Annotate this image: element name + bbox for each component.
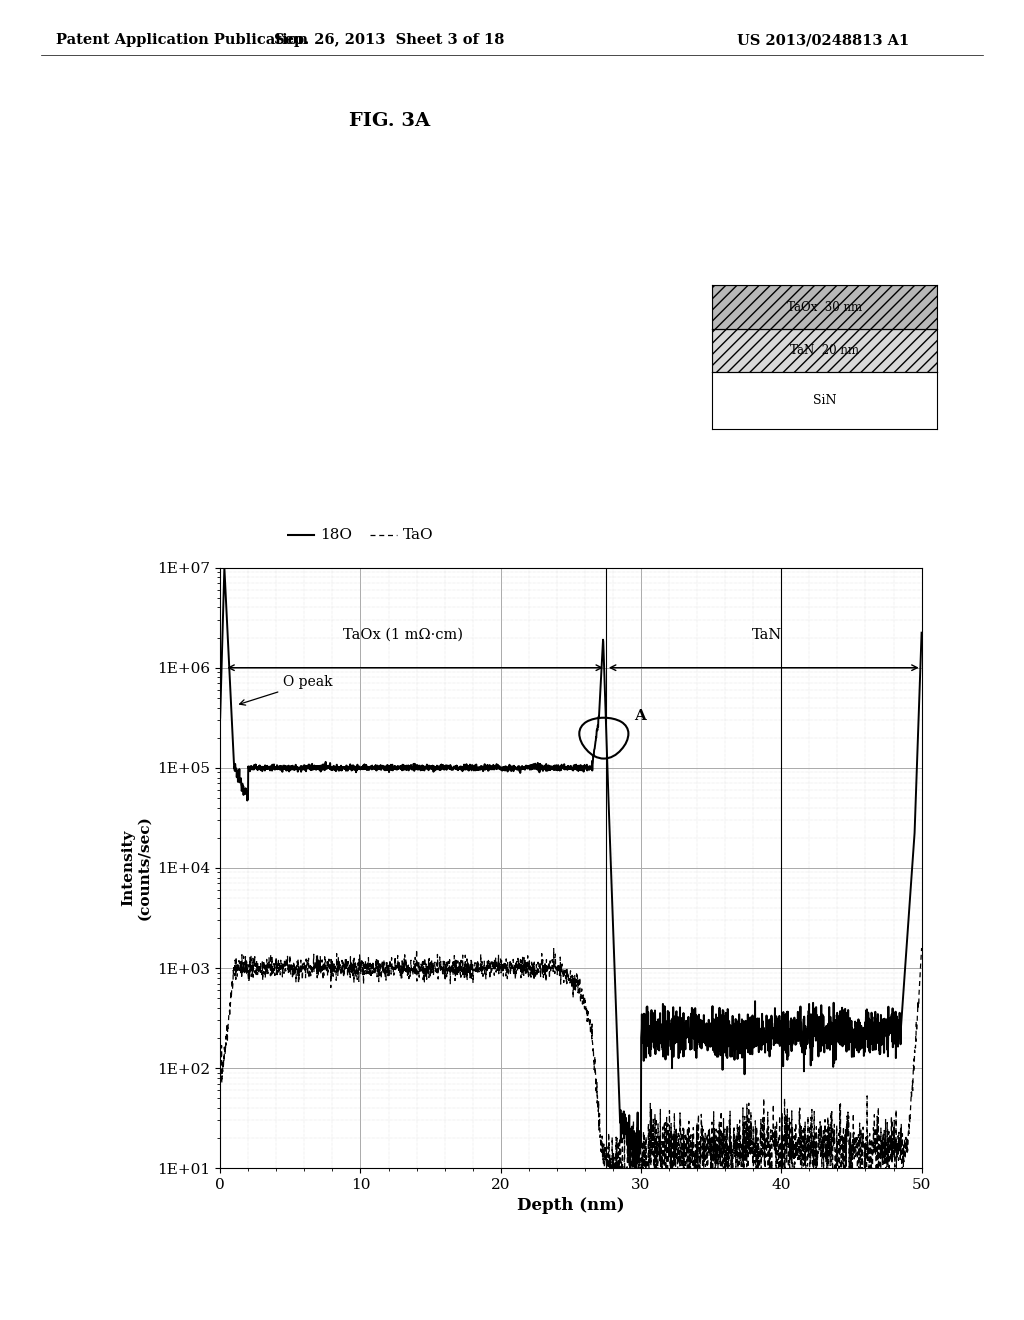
Text: TaO: TaO bbox=[402, 528, 433, 543]
Text: TaN  20 nm: TaN 20 nm bbox=[790, 345, 859, 358]
Text: Patent Application Publication: Patent Application Publication bbox=[56, 33, 308, 48]
Text: O peak: O peak bbox=[240, 676, 333, 705]
Text: SiN: SiN bbox=[813, 395, 836, 407]
Text: TaN: TaN bbox=[753, 628, 782, 642]
Text: Sep. 26, 2013  Sheet 3 of 18: Sep. 26, 2013 Sheet 3 of 18 bbox=[274, 33, 504, 48]
Text: US 2013/0248813 A1: US 2013/0248813 A1 bbox=[737, 33, 909, 48]
X-axis label: Depth (nm): Depth (nm) bbox=[517, 1197, 625, 1214]
Text: TaOx  30 nm: TaOx 30 nm bbox=[786, 301, 862, 314]
Text: 18O: 18O bbox=[319, 528, 352, 543]
Text: TaOx (1 mΩ·cm): TaOx (1 mΩ·cm) bbox=[343, 628, 463, 642]
Y-axis label: Intensity
(counts/sec): Intensity (counts/sec) bbox=[122, 816, 152, 920]
Text: FIG. 3A: FIG. 3A bbox=[348, 112, 430, 131]
Text: A: A bbox=[634, 709, 646, 723]
